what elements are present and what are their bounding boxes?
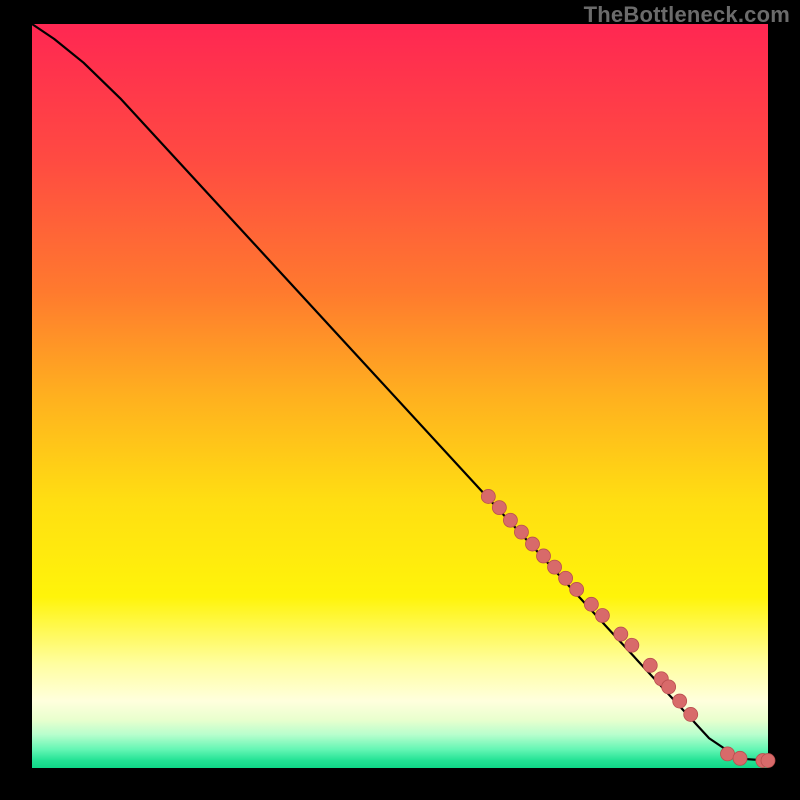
data-marker (721, 747, 735, 761)
data-marker (662, 680, 676, 694)
data-marker (537, 549, 551, 563)
plot-background (32, 24, 768, 768)
data-marker (761, 754, 775, 768)
data-marker (673, 694, 687, 708)
data-marker (595, 608, 609, 622)
data-marker (559, 571, 573, 585)
data-marker (643, 658, 657, 672)
data-marker (492, 501, 506, 515)
data-marker (525, 537, 539, 551)
figure-root: TheBottleneck.com (0, 0, 800, 800)
data-marker (503, 513, 517, 527)
data-marker (625, 638, 639, 652)
data-marker (584, 597, 598, 611)
data-marker (548, 560, 562, 574)
data-marker (481, 489, 495, 503)
chart-svg (0, 0, 800, 800)
data-marker (570, 582, 584, 596)
data-marker (733, 751, 747, 765)
data-marker (684, 707, 698, 721)
data-marker (514, 525, 528, 539)
data-marker (614, 627, 628, 641)
